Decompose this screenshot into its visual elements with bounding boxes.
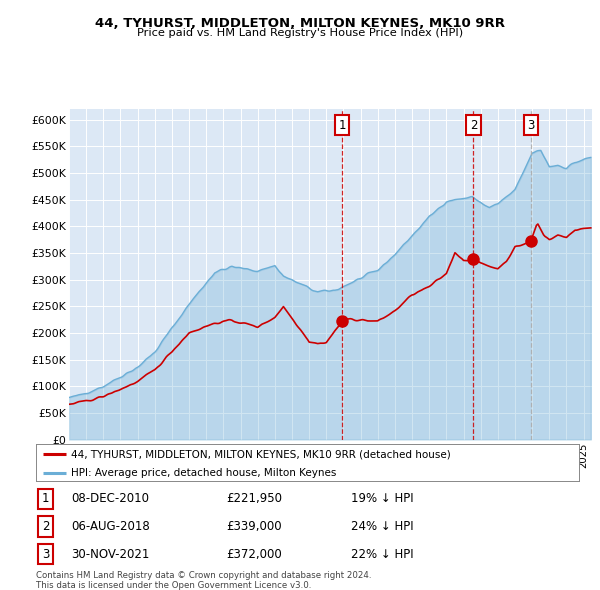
Text: 3: 3 — [42, 548, 49, 560]
Text: 2: 2 — [42, 520, 50, 533]
Text: 06-AUG-2018: 06-AUG-2018 — [71, 520, 150, 533]
Text: 3: 3 — [527, 119, 535, 132]
Text: 1: 1 — [338, 119, 346, 132]
Text: 44, TYHURST, MIDDLETON, MILTON KEYNES, MK10 9RR (detached house): 44, TYHURST, MIDDLETON, MILTON KEYNES, M… — [71, 449, 451, 459]
Text: 2: 2 — [470, 119, 477, 132]
Text: 1: 1 — [42, 493, 50, 506]
Text: £372,000: £372,000 — [226, 548, 282, 560]
Text: 24% ↓ HPI: 24% ↓ HPI — [351, 520, 413, 533]
Text: 44, TYHURST, MIDDLETON, MILTON KEYNES, MK10 9RR: 44, TYHURST, MIDDLETON, MILTON KEYNES, M… — [95, 17, 505, 30]
Text: HPI: Average price, detached house, Milton Keynes: HPI: Average price, detached house, Milt… — [71, 468, 337, 478]
Text: £339,000: £339,000 — [226, 520, 281, 533]
Text: This data is licensed under the Open Government Licence v3.0.: This data is licensed under the Open Gov… — [36, 581, 311, 589]
Text: 22% ↓ HPI: 22% ↓ HPI — [351, 548, 413, 560]
Text: £221,950: £221,950 — [226, 493, 282, 506]
Text: Contains HM Land Registry data © Crown copyright and database right 2024.: Contains HM Land Registry data © Crown c… — [36, 571, 371, 580]
Text: Price paid vs. HM Land Registry's House Price Index (HPI): Price paid vs. HM Land Registry's House … — [137, 28, 463, 38]
Text: 30-NOV-2021: 30-NOV-2021 — [71, 548, 149, 560]
Text: 19% ↓ HPI: 19% ↓ HPI — [351, 493, 413, 506]
Text: 08-DEC-2010: 08-DEC-2010 — [71, 493, 149, 506]
